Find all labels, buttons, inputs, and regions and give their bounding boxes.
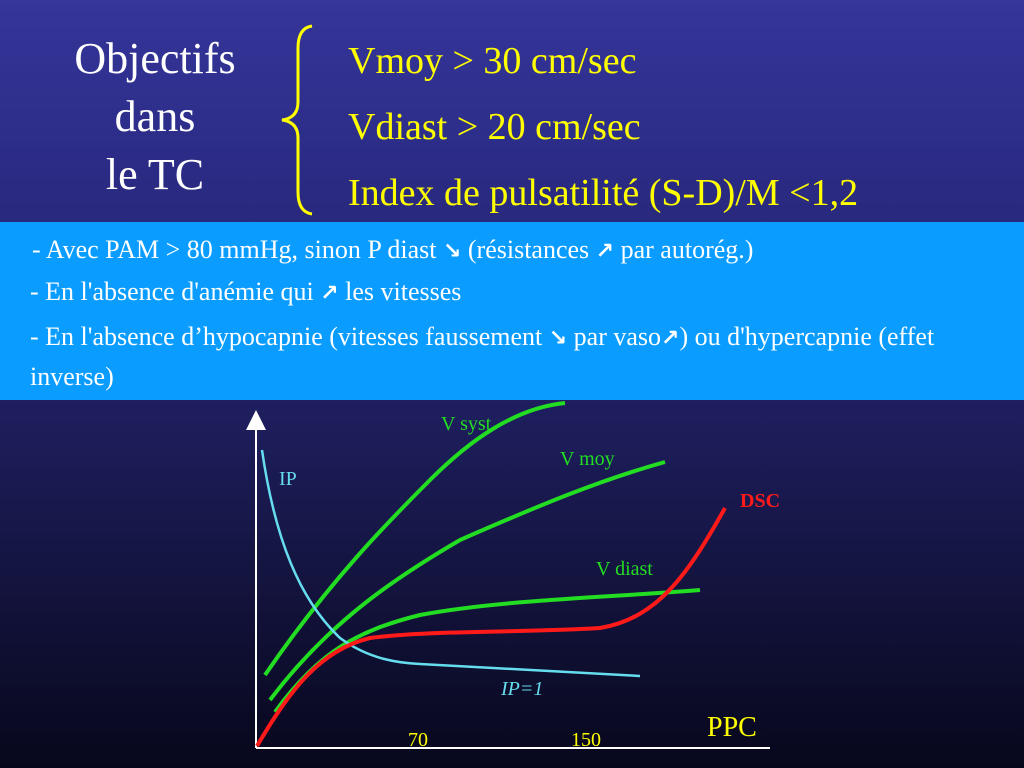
title-line-2: dans xyxy=(114,92,196,141)
label-v-diast: V diast xyxy=(596,558,653,580)
curly-brace xyxy=(281,24,313,216)
x-axis-label: PPC xyxy=(707,712,757,743)
arrow-up-icon: ↗ xyxy=(320,281,339,306)
x-tick-150: 150 xyxy=(571,729,601,751)
condition-hypocapnia: - En l'absence d’hypocapnie (vitesses fa… xyxy=(30,318,1000,396)
condition-pam-text-b: (résistances xyxy=(461,235,596,264)
curve-ip xyxy=(260,449,641,678)
condition-hypocapnia-text-c: ) ou d'hypercapnie (effet inverse) xyxy=(30,322,935,391)
target-vmoy: Vmoy > 30 cm/sec xyxy=(348,40,637,82)
curve-v-moy xyxy=(268,460,666,702)
arrow-down-icon: ↘ xyxy=(548,326,568,351)
velocity-vs-ppc-chart: V syst V moy V diast IP IP=1 DSC 70 150 … xyxy=(246,401,780,751)
target-pulsatility-index: Index de pulsatilité (S-D)/M <1,2 xyxy=(348,172,859,214)
arrow-up-icon: ↗ xyxy=(661,326,680,351)
arrow-down-icon: ↘ xyxy=(442,239,462,264)
condition-anemia-text-b: les vitesses xyxy=(338,277,462,306)
title-line-1: Objectifs xyxy=(74,34,236,83)
condition-hypocapnia-text-b: par vaso xyxy=(567,322,662,351)
slide-title: Objectifs dans le TC xyxy=(40,30,270,204)
condition-pam: - Avec PAM > 80 mmHg, sinon P diast ↘ (r… xyxy=(30,230,1000,272)
condition-pam-text-a: - Avec PAM > 80 mmHg, sinon P diast xyxy=(32,235,443,264)
curve-v-syst xyxy=(263,401,566,677)
curve-dsc xyxy=(255,507,727,748)
label-v-moy: V moy xyxy=(560,448,615,470)
condition-anemia-text-a: - En l'absence d'anémie qui xyxy=(30,277,321,306)
title-line-3: le TC xyxy=(105,150,205,199)
conditions-band: - Avec PAM > 80 mmHg, sinon P diast ↘ (r… xyxy=(0,222,1024,400)
condition-anemia: - En l'absence d'anémie qui ↗ les vitess… xyxy=(30,272,1000,314)
label-ip: IP xyxy=(279,468,297,490)
condition-hypocapnia-text-a: - En l'absence d’hypocapnie (vitesses fa… xyxy=(30,322,549,351)
label-dsc: DSC xyxy=(740,490,780,512)
target-vdiast: Vdiast > 20 cm/sec xyxy=(348,106,641,148)
condition-pam-text-c: par autorég.) xyxy=(614,235,754,264)
x-tick-70: 70 xyxy=(408,729,428,751)
target-values-list: Vmoy > 30 cm/sec Vdiast > 20 cm/sec Inde… xyxy=(348,28,858,226)
label-v-syst: V syst xyxy=(441,413,492,435)
annotation-ip-1: IP=1 xyxy=(500,678,543,700)
arrow-up-icon: ↗ xyxy=(595,239,615,264)
